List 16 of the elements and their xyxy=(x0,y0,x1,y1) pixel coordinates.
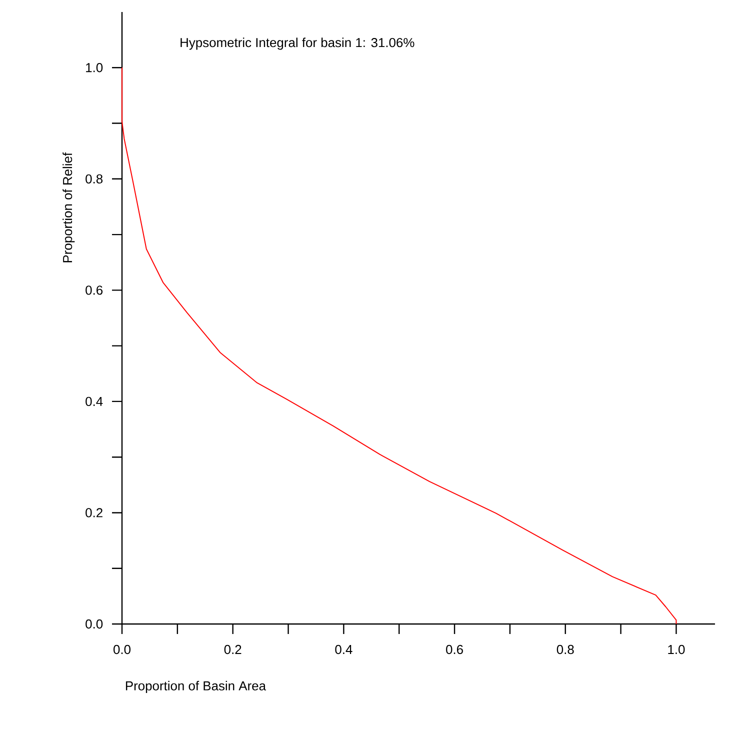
y-tick-label: 0.4 xyxy=(86,396,103,406)
x-tick-label: 0.4 xyxy=(335,644,352,654)
y-tick-label: 0.0 xyxy=(86,619,103,629)
annotation: Hypsometric Integral for basin 1: 31.06% xyxy=(180,38,414,50)
x-tick-label: 0.6 xyxy=(446,644,463,654)
y-tick-label: 0.6 xyxy=(86,286,103,295)
y-tick-label: 0.8 xyxy=(86,174,103,184)
y-axis-title: Proportion of Relief xyxy=(62,152,75,262)
x-tick-label: 0.0 xyxy=(114,644,131,654)
y-tick-label: 0.2 xyxy=(86,508,102,518)
x-tick-label: 0.2 xyxy=(224,644,242,654)
line-series xyxy=(122,67,677,624)
x-axis-title: Proportion of Basin Area xyxy=(126,680,266,693)
x-tick-label: 0.8 xyxy=(556,644,574,654)
y-tick-label: 1.0 xyxy=(86,63,103,72)
x-tick-label: 1.0 xyxy=(668,644,685,654)
